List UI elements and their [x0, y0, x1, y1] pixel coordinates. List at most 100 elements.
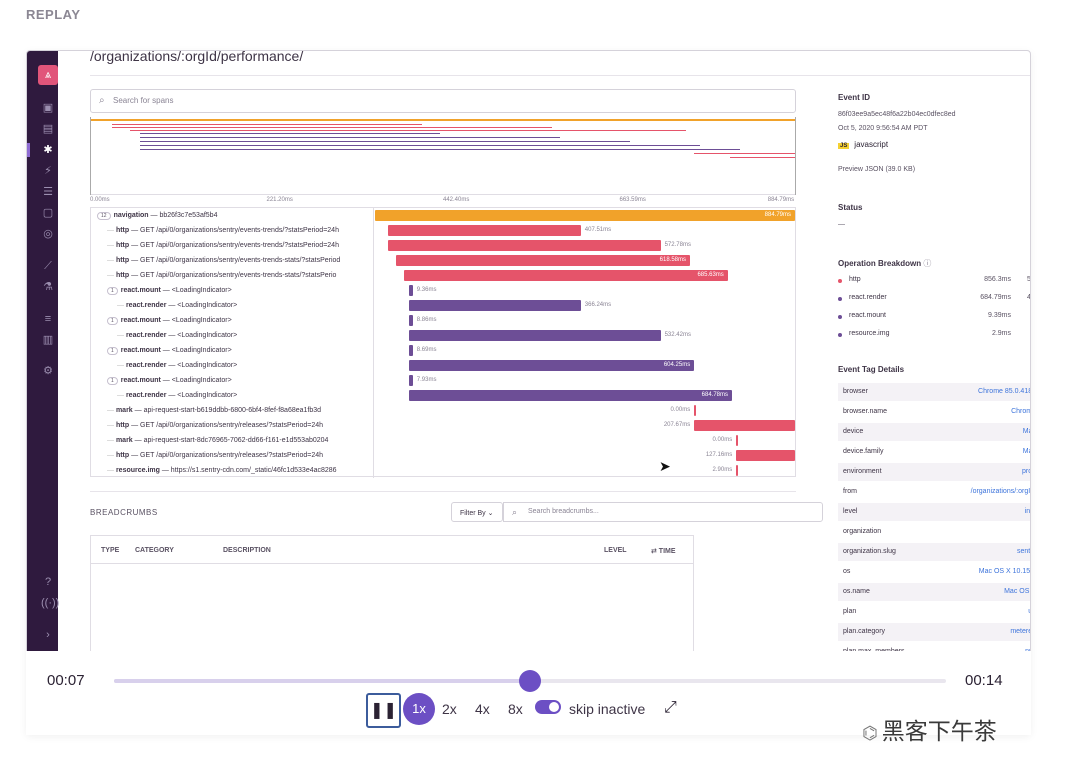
issues-icon[interactable]: ▤: [42, 123, 54, 135]
skip-inactive-toggle[interactable]: [535, 700, 561, 714]
performance-icon[interactable]: ✱: [43, 144, 53, 156]
span-bar[interactable]: [408, 315, 413, 326]
span-children-toggle[interactable]: 1: [107, 377, 118, 385]
span-children-toggle[interactable]: 12: [97, 212, 111, 220]
span-row[interactable]: — mark — api-request-start-b619ddbb-6800…: [91, 403, 795, 418]
settings-icon[interactable]: ⚙: [43, 365, 53, 377]
alerts-icon[interactable]: ▢: [42, 207, 54, 219]
column-category[interactable]: CATEGORY: [135, 547, 174, 554]
span-row[interactable]: 1 react.mount — <LoadingIndicator> 7.93ms: [91, 373, 795, 388]
span-bar[interactable]: [736, 435, 739, 446]
span-row[interactable]: 1 react.mount — <LoadingIndicator> 8.86ms: [91, 313, 795, 328]
broadcast-icon[interactable]: ((·)): [41, 597, 60, 609]
tag-value[interactable]: Mac: [1022, 448, 1030, 455]
span-bar[interactable]: [387, 240, 661, 251]
speed-1x-button[interactable]: 1x: [403, 693, 435, 725]
dashboards-icon[interactable]: ⟋: [44, 260, 52, 272]
span-bar[interactable]: [408, 375, 413, 386]
tag-row[interactable]: from/organizations/:orgI...: [838, 483, 1031, 501]
tag-row[interactable]: plan.category metered: [838, 623, 1030, 641]
span-row[interactable]: — http — GET /api/0/organizations/sentry…: [91, 253, 795, 268]
column-time[interactable]: ⇄ TIME: [651, 548, 676, 555]
minimap-left-handle[interactable]: [90, 117, 91, 195]
span-row[interactable]: — http — GET /api/0/organizations/sentry…: [91, 448, 795, 463]
fullscreen-icon[interactable]: ⤢: [664, 699, 677, 716]
tag-value[interactable]: Chrome: [1011, 408, 1030, 415]
span-row[interactable]: — resource.img — https://s1.sentry-cdn.c…: [91, 463, 795, 478]
tag-value[interactable]: info: [1024, 508, 1031, 515]
span-row[interactable]: — react.render — <LoadingIndicator> 532.4…: [91, 328, 795, 343]
tag-value[interactable]: Mac OS X 10.15.5: [978, 568, 1031, 575]
tag-value[interactable]: metered: [1010, 628, 1030, 635]
span-bar[interactable]: [694, 420, 795, 431]
span-children-toggle[interactable]: 1: [107, 347, 118, 355]
span-bar[interactable]: [408, 330, 661, 341]
filter-by-dropdown[interactable]: Filter By ⌄: [451, 502, 503, 522]
help-icon[interactable]: ?: [44, 576, 52, 588]
minimap-right-handle[interactable]: [795, 117, 796, 195]
tag-value[interactable]: u0: [1028, 608, 1030, 615]
span-minimap[interactable]: [90, 117, 796, 195]
tag-row[interactable]: os Mac OS X 10.15.5: [838, 563, 1031, 581]
tag-row[interactable]: os.name Mac OS X: [838, 583, 1030, 601]
tag-row[interactable]: plan u0: [838, 603, 1030, 621]
span-bar[interactable]: [736, 465, 739, 476]
span-bar[interactable]: [396, 255, 690, 266]
span-children-toggle[interactable]: 1: [107, 317, 118, 325]
discover-icon[interactable]: ◎: [43, 228, 53, 240]
column-description[interactable]: DESCRIPTION: [223, 547, 271, 554]
breadcrumb-search-input[interactable]: ⌕ Search breadcrumbs...: [503, 502, 823, 522]
collapse-icon[interactable]: ›: [46, 629, 50, 641]
tag-row[interactable]: device.family Mac: [838, 443, 1030, 461]
activity-icon[interactable]: ≡: [44, 313, 52, 325]
tag-row[interactable]: level info: [838, 503, 1031, 521]
tag-row[interactable]: browser.name Chrome: [838, 403, 1030, 421]
tag-value[interactable]: Mac OS X: [1004, 588, 1030, 595]
span-bar[interactable]: [736, 450, 795, 461]
preview-json-link[interactable]: Preview JSON (39.0 KB): [838, 166, 916, 173]
speed-8x-button[interactable]: 8x: [508, 701, 523, 717]
span-bar[interactable]: [408, 390, 732, 401]
span-bar[interactable]: [408, 345, 413, 356]
tag-row[interactable]: organization1: [838, 523, 1030, 541]
tag-value[interactable]: sentry: [1016, 548, 1031, 555]
column-level[interactable]: LEVEL: [604, 547, 627, 554]
span-row[interactable]: — react.render — <LoadingIndicator> 366.2…: [91, 298, 795, 313]
sentry-logo[interactable]: ⩓: [38, 65, 58, 85]
stats-icon[interactable]: ▥: [42, 334, 54, 346]
projects-icon[interactable]: ▣: [42, 102, 54, 114]
user-feedback-icon[interactable]: ☰: [43, 186, 53, 198]
span-row[interactable]: — mark — api-request-start-8dc76965-7062…: [91, 433, 795, 448]
span-bar[interactable]: [408, 360, 695, 371]
span-row[interactable]: 1 react.mount — <LoadingIndicator> 8.69ms: [91, 343, 795, 358]
span-bar[interactable]: [404, 270, 728, 281]
tag-row[interactable]: browser Chrome 85.0.4183: [838, 383, 1031, 401]
span-bar[interactable]: [408, 285, 413, 296]
tag-row[interactable]: environment prod: [838, 463, 1030, 481]
lab-icon[interactable]: ⚗: [43, 281, 53, 293]
span-row[interactable]: — http — GET /api/0/organizations/sentry…: [91, 268, 795, 283]
span-bar[interactable]: [387, 225, 581, 236]
tag-value[interactable]: Chrome 85.0.4183: [978, 388, 1031, 395]
scrubber-handle[interactable]: [519, 670, 541, 692]
span-bar[interactable]: [408, 300, 581, 311]
span-bar[interactable]: [694, 405, 697, 416]
tag-value[interactable]: Mac: [1022, 428, 1030, 435]
span-row[interactable]: — react.render — <LoadingIndicator> 604.2…: [91, 358, 795, 373]
pause-button[interactable]: ❚❚: [366, 693, 401, 728]
tag-value[interactable]: prod: [1021, 468, 1030, 475]
speed-4x-button[interactable]: 4x: [475, 701, 490, 717]
tag-value[interactable]: /organizations/:orgI...: [970, 488, 1031, 495]
span-bar[interactable]: [375, 210, 795, 221]
tag-row[interactable]: organization.slug sentry: [838, 543, 1031, 561]
span-row[interactable]: — react.render — <LoadingIndicator> 684.7…: [91, 388, 795, 403]
span-row[interactable]: — http — GET /api/0/organizations/sentry…: [91, 418, 795, 433]
column-type[interactable]: TYPE: [101, 547, 120, 554]
tag-row[interactable]: device Mac: [838, 423, 1030, 441]
span-search-input[interactable]: ⌕ Search for spans: [90, 89, 796, 113]
speed-2x-button[interactable]: 2x: [442, 701, 457, 717]
info-icon[interactable]: ⓘ: [923, 259, 932, 268]
span-children-toggle[interactable]: 1: [107, 287, 118, 295]
span-row[interactable]: — http — GET /api/0/organizations/sentry…: [91, 223, 795, 238]
span-row[interactable]: — http — GET /api/0/organizations/sentry…: [91, 238, 795, 253]
